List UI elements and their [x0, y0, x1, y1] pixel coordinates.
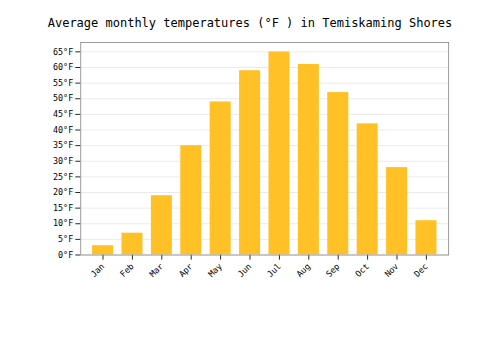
svg-text:25°F: 25°F — [53, 172, 73, 182]
svg-text:Feb: Feb — [118, 261, 136, 279]
svg-text:30°F: 30°F — [53, 156, 73, 166]
svg-text:60°F: 60°F — [53, 62, 73, 72]
svg-text:Jun: Jun — [236, 261, 254, 279]
svg-text:Nov: Nov — [383, 261, 401, 279]
svg-text:35°F: 35°F — [53, 140, 73, 150]
svg-text:Apr: Apr — [177, 261, 195, 279]
svg-text:Mar: Mar — [147, 261, 165, 279]
svg-text:15°F: 15°F — [53, 203, 73, 213]
svg-text:May: May — [206, 261, 224, 279]
svg-text:0°F: 0°F — [58, 250, 73, 260]
svg-text:Oct: Oct — [353, 261, 371, 279]
svg-text:Jul: Jul — [265, 261, 283, 279]
svg-text:Jan: Jan — [89, 261, 107, 279]
svg-text:20°F: 20°F — [53, 187, 73, 197]
svg-text:40°F: 40°F — [53, 125, 73, 135]
html-text:Average monthly temperatures (: Average monthly temperatures (°F ) in Te… — [47, 16, 453, 30]
svg-text:50°F: 50°F — [53, 93, 73, 103]
svg-text:5°F: 5°F — [58, 234, 73, 244]
svg-text:10°F: 10°F — [53, 218, 73, 228]
svg-text:Dec: Dec — [412, 261, 430, 279]
svg-text:45°F: 45°F — [53, 109, 73, 119]
svg-text:55°F: 55°F — [53, 78, 73, 88]
svg-text:65°F: 65°F — [53, 47, 73, 57]
svg-text:Sep: Sep — [324, 261, 342, 279]
svg-text:Aug: Aug — [294, 261, 312, 279]
